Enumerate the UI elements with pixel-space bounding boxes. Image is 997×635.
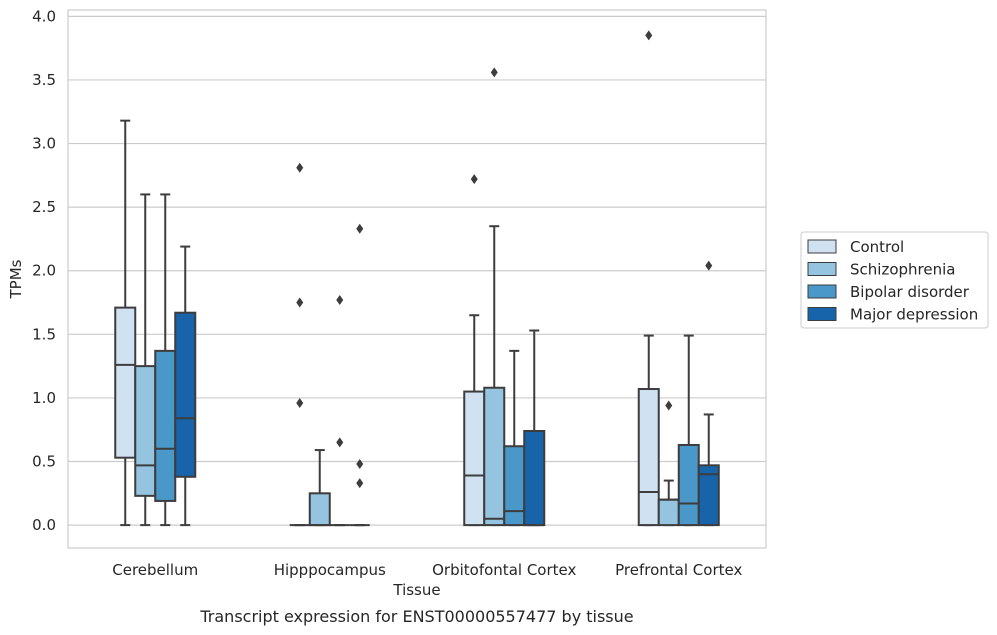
box-schizophrenia [134, 193, 157, 527]
box-iqr [134, 365, 157, 497]
box-iqr [697, 464, 720, 527]
box-major-depression [523, 329, 546, 527]
legend-swatch [807, 284, 837, 299]
chart-caption: Transcript expression for ENST0000055747… [199, 607, 633, 626]
x-tick-labels: Cerebellum Hipppocampus Orbitofontal Corte… [112, 561, 742, 579]
outlier-point [665, 400, 673, 411]
y-axis-label: TPMs [7, 259, 25, 299]
outlier-point [336, 437, 344, 448]
plot-frame [67, 9, 767, 549]
outlier-point [356, 223, 364, 234]
x-tick-label: Orbitofontal Cortex [432, 561, 576, 579]
x-tick-label: Cerebellum [112, 561, 198, 579]
box-iqr [174, 311, 197, 478]
y-tick-labels: 0.0 0.5 1.0 1.5 2.0 2.5 3.0 3.5 4.0 [32, 7, 56, 534]
box-control [114, 119, 137, 527]
box-control [289, 162, 310, 527]
box-iqr [463, 390, 486, 527]
x-axis-label: Tissue [392, 581, 440, 599]
box-iqr [677, 443, 700, 527]
legend-label: Major depression [850, 306, 978, 324]
box-iqr [657, 498, 680, 527]
legend-swatch [807, 262, 837, 276]
y-tick-label: 3.5 [32, 71, 56, 89]
box-iqr [154, 349, 177, 502]
box-major-depression [349, 223, 370, 527]
outlier-point [296, 162, 304, 173]
box-bipolar-disorder [154, 193, 177, 527]
y-tick-label: 1.5 [32, 325, 56, 343]
outlier-point [490, 67, 498, 78]
box-iqr [483, 386, 506, 527]
box-schizophrenia [483, 67, 506, 527]
legend-label: Control [850, 238, 904, 256]
outlier-point [296, 398, 304, 409]
y-tick-label: 2.5 [32, 198, 56, 216]
box-bipolar-disorder [677, 334, 700, 527]
x-tick-label: Hipppocampus [274, 561, 386, 579]
box-major-depression [697, 260, 720, 527]
box-iqr [523, 429, 546, 527]
box-iqr [637, 388, 660, 527]
outlier-point [645, 30, 653, 41]
legend-label: Bipolar disorder [850, 283, 970, 301]
outlier-point [356, 478, 364, 489]
legend-swatch [807, 239, 837, 254]
x-tick-label: Prefrontal Cortex [615, 561, 742, 579]
outlier-point [356, 459, 364, 470]
legend-frame [800, 231, 989, 329]
box-iqr [114, 306, 137, 459]
outlier-point [336, 294, 344, 305]
outlier-point [470, 174, 478, 185]
y-tick-label: 1.0 [32, 389, 56, 407]
box-iqr [503, 445, 526, 527]
box-schizophrenia [657, 400, 680, 527]
box-major-depression [174, 245, 197, 527]
legend: Control Schizophrenia Bipolar disorder Majo… [800, 231, 989, 329]
outlier-point [705, 260, 713, 271]
y-tick-label: 3.0 [32, 135, 56, 153]
y-tick-label: 2.0 [32, 262, 56, 280]
box-control [463, 174, 486, 527]
box-control [637, 30, 660, 527]
y-tick-label: 0.5 [32, 453, 56, 471]
outlier-point [296, 297, 304, 308]
legend-label: Schizophrenia [850, 261, 955, 279]
box-groups [114, 30, 720, 527]
box-bipolar-disorder [503, 349, 526, 527]
box-bipolar-disorder [329, 294, 350, 527]
box-iqr [308, 492, 331, 527]
y-tick-label: 4.0 [32, 7, 56, 25]
legend-swatch [807, 307, 837, 321]
box-schizophrenia [308, 449, 331, 527]
y-tick-label: 0.0 [32, 516, 56, 534]
